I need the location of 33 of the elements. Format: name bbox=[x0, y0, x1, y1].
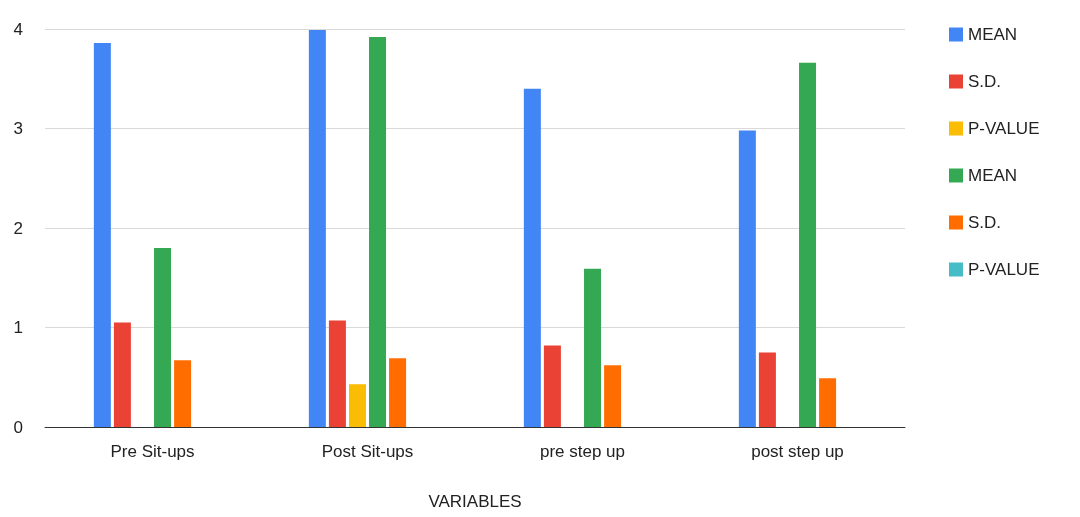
bar bbox=[389, 358, 407, 427]
legend-label: P-VALUE bbox=[968, 260, 1040, 279]
bar bbox=[543, 345, 561, 427]
legend-label: P-VALUE bbox=[968, 119, 1040, 138]
x-axis-title: VARIABLES bbox=[428, 492, 522, 511]
y-tick-label: 2 bbox=[13, 218, 23, 238]
bar bbox=[604, 365, 622, 427]
x-tick-label: post step up bbox=[751, 442, 844, 461]
bar bbox=[348, 384, 366, 427]
x-tick-label: Post Sit-ups bbox=[321, 442, 414, 461]
bar bbox=[154, 247, 172, 427]
bar bbox=[93, 42, 111, 427]
y-tick-label: 4 bbox=[13, 19, 23, 39]
y-tick-label: 0 bbox=[13, 417, 23, 437]
bar bbox=[174, 360, 192, 427]
bar bbox=[308, 30, 326, 427]
legend-label: MEAN bbox=[968, 166, 1018, 185]
y-tick-label: 3 bbox=[13, 119, 23, 138]
bar bbox=[328, 320, 346, 427]
bar bbox=[758, 352, 776, 427]
y-tick-label: 1 bbox=[13, 318, 23, 337]
x-tick-label: pre step up bbox=[539, 442, 626, 461]
x-tick-label: Pre Sit-ups bbox=[110, 442, 195, 461]
legend-label: S.D. bbox=[968, 72, 1002, 91]
bar bbox=[819, 378, 837, 427]
bar bbox=[523, 88, 541, 427]
bar bbox=[738, 130, 756, 427]
bar bbox=[113, 322, 131, 427]
bar bbox=[799, 62, 817, 427]
legend-label: S.D. bbox=[968, 213, 1002, 232]
bar bbox=[369, 36, 387, 427]
legend-label: MEAN bbox=[968, 25, 1018, 44]
bar bbox=[584, 268, 602, 427]
